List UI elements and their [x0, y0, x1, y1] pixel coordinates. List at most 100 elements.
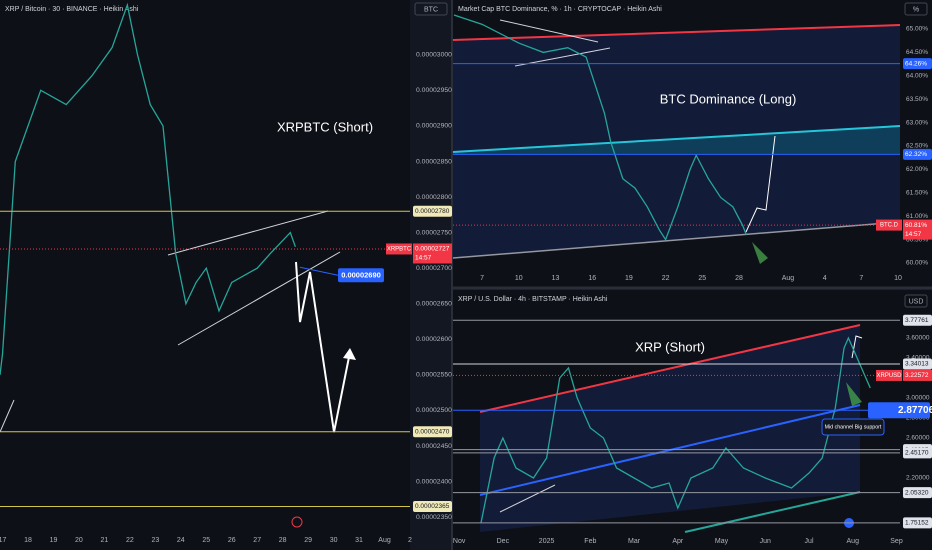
projection	[745, 135, 776, 233]
annotation-title: BTC Dominance (Long)	[660, 91, 797, 106]
price-label: 0.00002470	[415, 429, 450, 436]
y-tick-label: 0.00002400	[416, 478, 452, 485]
trendline	[177, 251, 341, 346]
price-label: 0.00002365	[415, 503, 450, 510]
trendline	[452, 125, 901, 153]
y-tick-label: 64.00%	[906, 73, 928, 80]
x-tick-label: 13	[552, 275, 560, 282]
y-tick-label: 61.00%	[906, 213, 928, 220]
ticker-name-box	[876, 219, 902, 231]
price-label-box	[903, 487, 932, 499]
y-tick-label: 60.00%	[906, 260, 928, 267]
y-tick-label: 0.00002950	[416, 87, 452, 94]
trendline	[0, 399, 15, 433]
x-tick-label: 25	[202, 537, 210, 544]
y-tick-label: 0.00002650	[416, 301, 452, 308]
ticker-name: XRPBTC	[387, 247, 412, 253]
price-line	[0, 2, 297, 375]
trendline	[499, 19, 599, 43]
chart-header: Market Cap BTC Dominance, % · 1h · CRYPT…	[458, 6, 662, 13]
x-tick-label: 19	[50, 537, 58, 544]
y-tick-label: 60.50%	[906, 236, 928, 243]
ticker-value: 60.81%	[905, 222, 927, 229]
channel-fill	[453, 25, 900, 258]
x-tick-label: 22	[126, 537, 134, 544]
currency-label: USD	[909, 298, 924, 305]
x-tick-label: Sep	[890, 538, 903, 545]
y-tick-label: 63.50%	[906, 96, 928, 103]
annotation-title: XRP (Short)	[635, 339, 705, 354]
x-tick-label: Apr	[672, 538, 684, 545]
x-tick-label: Aug	[847, 538, 860, 545]
x-tick-label: 18	[24, 537, 32, 544]
x-tick-label: 7	[480, 275, 484, 282]
x-tick-label: 30	[330, 537, 338, 544]
ticker-name: BTC.D	[880, 223, 899, 229]
price-label-box	[413, 205, 452, 217]
y-tick-label: 62.00%	[906, 166, 928, 173]
x-tick-label: 2025	[539, 538, 555, 545]
chart-header: XRP / U.S. Dollar · 4h · BITSTAMP · Heik…	[458, 296, 608, 303]
x-tick-label: 23	[151, 537, 159, 544]
price-label-box	[903, 358, 932, 370]
ticker-countdown: 14:57	[905, 231, 922, 238]
price-label: 64.26%	[905, 60, 927, 67]
x-tick-label: 27	[253, 537, 261, 544]
trendline	[452, 221, 901, 259]
price-label-box	[413, 426, 452, 438]
x-tick-label: Aug	[378, 537, 391, 544]
ticker-value: 3.22572	[905, 372, 929, 379]
x-tick-label: Dec	[497, 538, 510, 545]
x-tick-label: 2	[408, 537, 412, 544]
price-label: 2.87706	[898, 405, 932, 416]
x-tick-label: 25	[698, 275, 706, 282]
currency-box	[904, 294, 928, 308]
price-label: 3.77761	[905, 317, 929, 324]
ticker-name-box	[386, 243, 412, 255]
y-tick-label: 0.00002450	[416, 443, 452, 450]
y-tick-label: 0.00002550	[416, 372, 452, 379]
x-tick-label: 17	[0, 537, 7, 544]
y-tick-label: 62.50%	[906, 143, 928, 150]
y-tick-label: 3.40000	[906, 355, 930, 362]
trendline	[684, 491, 861, 533]
y-tick-label: 63.00%	[906, 119, 928, 126]
price-label-box	[903, 58, 932, 70]
trendline	[499, 484, 556, 513]
x-tick-label: Feb	[584, 538, 596, 545]
trendline	[479, 324, 861, 413]
y-tick-label: 0.00002850	[416, 158, 452, 165]
y-tick-label: 0.00002600	[416, 336, 452, 343]
note-label: Mid channel Big support	[825, 424, 882, 430]
x-tick-label: 4	[823, 275, 827, 282]
ticker-value: 0.00002727	[415, 246, 450, 253]
price-label: 2.45170	[905, 450, 929, 457]
y-tick-label: 64.50%	[906, 49, 928, 56]
y-tick-label: 3.60000	[906, 335, 930, 342]
note-box	[821, 418, 885, 436]
currency-label: BTC	[424, 6, 438, 13]
y-tick-label: 0.00003000	[416, 52, 452, 59]
price-label-box	[903, 148, 932, 160]
y-tick-label: 3.00000	[906, 395, 930, 402]
y-tick-label: 0.00002700	[416, 265, 452, 272]
trendline	[452, 24, 901, 41]
x-tick-label: 19	[625, 275, 633, 282]
x-tick-label: 20	[75, 537, 83, 544]
y-tick-label: 61.50%	[906, 190, 928, 197]
x-tick-label: Nov	[453, 538, 466, 545]
x-tick-label: May	[715, 538, 729, 545]
y-tick-label: 2.60000	[906, 435, 930, 442]
chart-header: XRP / Bitcoin · 30 · BINANCE · Heikin As…	[5, 6, 139, 13]
x-tick-label: 29	[304, 537, 312, 544]
x-tick-label: Aug	[782, 275, 795, 282]
price-label-box	[868, 402, 930, 419]
arrow	[846, 382, 862, 406]
callout-pointer	[299, 266, 339, 276]
callout-box	[338, 268, 384, 283]
price-label: 3.34013	[905, 361, 929, 368]
ticker-name: XRPUSD	[876, 373, 902, 379]
x-tick-label: 16	[588, 275, 596, 282]
y-tick-label: 65.00%	[906, 26, 928, 33]
